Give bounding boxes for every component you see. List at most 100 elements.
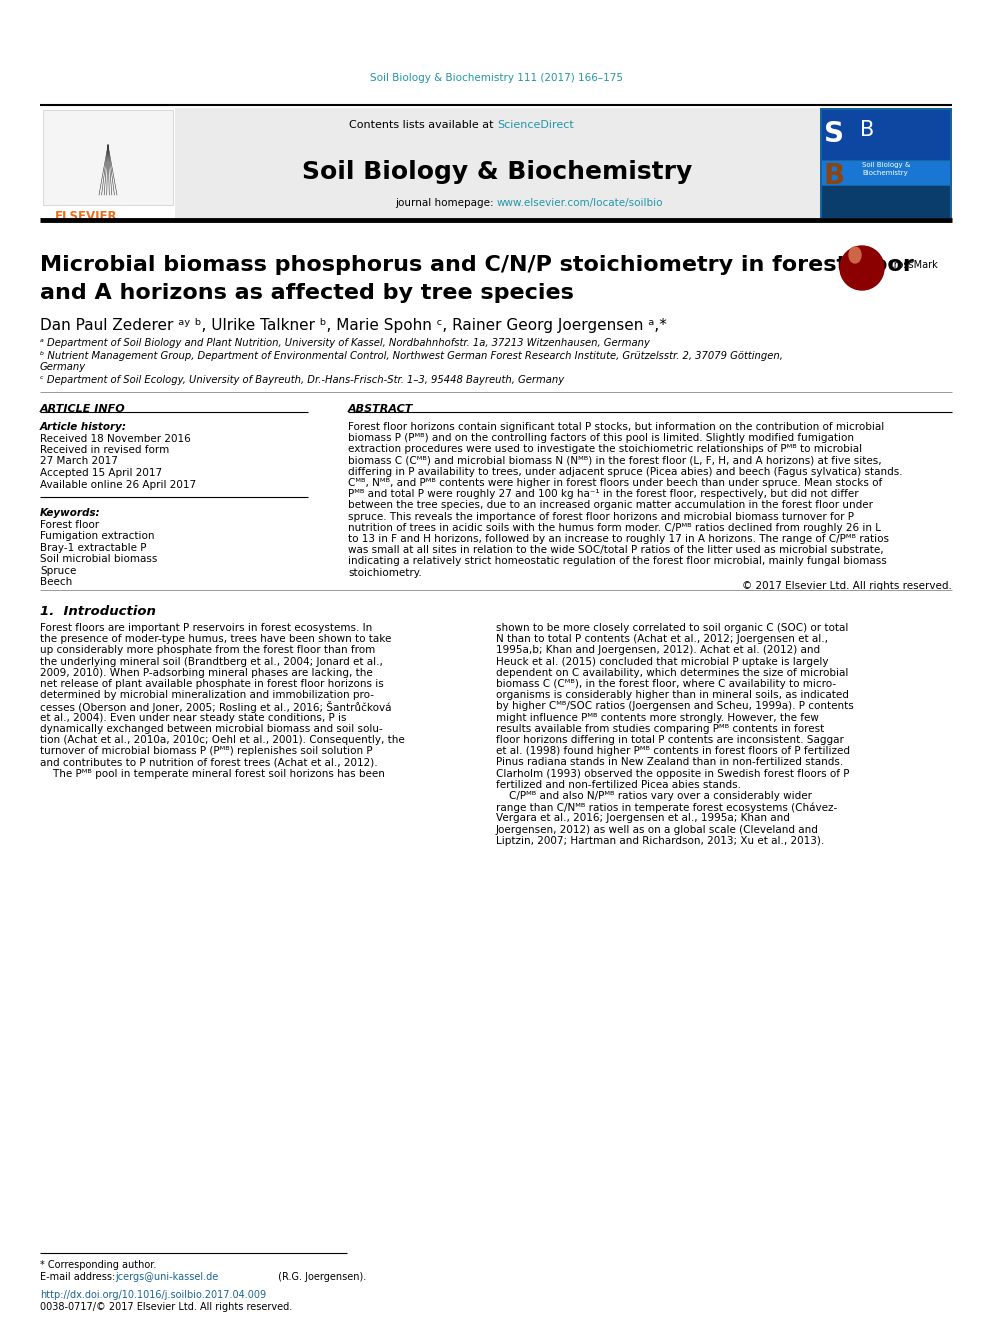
Text: cesses (Oberson and Joner, 2005; Rosling et al., 2016; Šantrůčková: cesses (Oberson and Joner, 2005; Rosling…: [40, 701, 392, 713]
Text: Pinus radiana stands in New Zealand than in non-fertilized stands.: Pinus radiana stands in New Zealand than…: [496, 757, 843, 767]
Bar: [40, 108, 952, 218]
Text: shown to be more closely correlated to soil organic C (SOC) or total: shown to be more closely correlated to s…: [496, 623, 848, 632]
Text: B: B: [860, 120, 874, 140]
Text: and contributes to P nutrition of forest trees (Achat et al., 2012).: and contributes to P nutrition of forest…: [40, 757, 378, 767]
Text: 0038-0717/© 2017 Elsevier Ltd. All rights reserved.: 0038-0717/© 2017 Elsevier Ltd. All right…: [40, 1302, 293, 1312]
Text: floor horizons differing in total P contents are inconsistent. Saggar: floor horizons differing in total P cont…: [496, 736, 844, 745]
Text: journal homepage:: journal homepage:: [395, 198, 497, 208]
Text: Contents lists available at: Contents lists available at: [349, 120, 497, 130]
Text: CrossMark: CrossMark: [888, 261, 938, 270]
Text: Cᴹᴮ, Nᴹᴮ, and Pᴹᴮ contents were higher in forest floors under beech than under s: Cᴹᴮ, Nᴹᴮ, and Pᴹᴮ contents were higher i…: [348, 478, 882, 488]
Text: Keywords:: Keywords:: [40, 508, 100, 519]
Bar: [822, 110, 950, 160]
Text: http://dx.doi.org/10.1016/j.soilbio.2017.04.009: http://dx.doi.org/10.1016/j.soilbio.2017…: [40, 1290, 266, 1301]
Text: ELSEVIER: ELSEVIER: [55, 210, 118, 224]
Text: to 13 in F and H horizons, followed by an increase to roughly 17 in A horizons. : to 13 in F and H horizons, followed by a…: [348, 534, 889, 544]
Text: between the tree species, due to an increased organic matter accumulation in the: between the tree species, due to an incr…: [348, 500, 873, 511]
Text: Dan Paul Zederer ᵃʸ ᵇ, Ulrike Talkner ᵇ, Marie Spohn ᶜ, Rainer Georg Joergensen : Dan Paul Zederer ᵃʸ ᵇ, Ulrike Talkner ᵇ,…: [40, 318, 667, 333]
Text: biomass P (Pᴹᴮ) and on the controlling factors of this pool is limited. Slightly: biomass P (Pᴹᴮ) and on the controlling f…: [348, 433, 854, 443]
Text: Germany: Germany: [40, 363, 86, 372]
Text: might influence Pᴹᴮ contents more strongly. However, the few: might influence Pᴹᴮ contents more strong…: [496, 713, 818, 722]
Text: range than C/Nᴹᴮ ratios in temperate forest ecosystems (Chávez-: range than C/Nᴹᴮ ratios in temperate for…: [496, 802, 837, 812]
Text: Biochemistry: Biochemistry: [862, 169, 908, 176]
Text: ᵇ Nutrient Management Group, Department of Environmental Control, Northwest Germ: ᵇ Nutrient Management Group, Department …: [40, 351, 783, 361]
Text: Article history:: Article history:: [40, 422, 127, 433]
Text: E-mail address:: E-mail address:: [40, 1271, 118, 1282]
Text: Soil Biology &: Soil Biology &: [862, 161, 911, 168]
Text: jcergs@uni-kassel.de: jcergs@uni-kassel.de: [115, 1271, 218, 1282]
Text: Beech: Beech: [40, 577, 72, 587]
Text: 2009, 2010). When P-adsorbing mineral phases are lacking, the: 2009, 2010). When P-adsorbing mineral ph…: [40, 668, 373, 677]
Text: turnover of microbial biomass P (Pᴹᴮ) replenishes soil solution P: turnover of microbial biomass P (Pᴹᴮ) re…: [40, 746, 373, 757]
Text: dependent on C availability, which determines the size of microbial: dependent on C availability, which deter…: [496, 668, 848, 677]
Bar: [822, 161, 950, 185]
Text: * Corresponding author.: * Corresponding author.: [40, 1259, 157, 1270]
Text: ScienceDirect: ScienceDirect: [497, 120, 573, 130]
Text: the underlying mineral soil (Brandtberg et al., 2004; Jonard et al.,: the underlying mineral soil (Brandtberg …: [40, 656, 383, 667]
Text: up considerably more phosphate from the forest floor than from: up considerably more phosphate from the …: [40, 646, 375, 655]
Bar: [820, 108, 952, 218]
Text: Pᴹᴮ and total P were roughly 27 and 100 kg ha⁻¹ in the forest floor, respectivel: Pᴹᴮ and total P were roughly 27 and 100 …: [348, 490, 859, 499]
Text: Liptzin, 2007; Hartman and Richardson, 2013; Xu et al., 2013).: Liptzin, 2007; Hartman and Richardson, 2…: [496, 836, 824, 845]
Text: B: B: [824, 161, 845, 191]
Text: Forest floors are important P reservoirs in forest ecosystems. In: Forest floors are important P reservoirs…: [40, 623, 372, 632]
Text: was small at all sites in relation to the wide SOC/total P ratios of the litter : was small at all sites in relation to th…: [348, 545, 884, 556]
Text: 1995a,b; Khan and Joergensen, 2012). Achat et al. (2012) and: 1995a,b; Khan and Joergensen, 2012). Ach…: [496, 646, 820, 655]
Text: Microbial biomass phosphorus and C/N/P stoichiometry in forest floor: Microbial biomass phosphorus and C/N/P s…: [40, 255, 914, 275]
Text: differing in P availability to trees, under adjacent spruce (Picea abies) and be: differing in P availability to trees, un…: [348, 467, 903, 476]
Text: Received in revised form: Received in revised form: [40, 445, 170, 455]
Text: The Pᴹᴮ pool in temperate mineral forest soil horizons has been: The Pᴹᴮ pool in temperate mineral forest…: [40, 769, 385, 779]
Text: N than to total P contents (Achat et al., 2012; Joergensen et al.,: N than to total P contents (Achat et al.…: [496, 634, 828, 644]
Text: indicating a relatively strict homeostatic regulation of the forest floor microb: indicating a relatively strict homeostat…: [348, 557, 887, 566]
Text: Spruce: Spruce: [40, 566, 76, 576]
Text: ARTICLE INFO: ARTICLE INFO: [40, 404, 126, 414]
Text: S: S: [824, 120, 844, 148]
Text: Forest floor: Forest floor: [40, 520, 99, 529]
Text: www.elsevier.com/locate/soilbio: www.elsevier.com/locate/soilbio: [497, 198, 664, 208]
Text: the presence of moder-type humus, trees have been shown to take: the presence of moder-type humus, trees …: [40, 634, 392, 644]
Text: ᶜ Department of Soil Ecology, University of Bayreuth, Dr.-Hans-Frisch-Str. 1–3, : ᶜ Department of Soil Ecology, University…: [40, 374, 564, 385]
Text: 27 March 2017: 27 March 2017: [40, 456, 118, 467]
Text: tion (Achat et al., 2010a, 2010c; Oehl et al., 2001). Consequently, the: tion (Achat et al., 2010a, 2010c; Oehl e…: [40, 736, 405, 745]
Text: 1.  Introduction: 1. Introduction: [40, 605, 156, 618]
Text: net release of plant available phosphate in forest floor horizons is: net release of plant available phosphate…: [40, 679, 384, 689]
Text: Joergensen, 2012) as well as on a global scale (Cleveland and: Joergensen, 2012) as well as on a global…: [496, 824, 818, 835]
Bar: [40, 108, 175, 218]
Text: et al., 2004). Even under near steady state conditions, P is: et al., 2004). Even under near steady st…: [40, 713, 346, 722]
Bar: [43, 110, 173, 205]
Text: Accepted 15 April 2017: Accepted 15 April 2017: [40, 468, 162, 478]
Text: stoichiometry.: stoichiometry.: [348, 568, 422, 578]
Text: (R.G. Joergensen).: (R.G. Joergensen).: [275, 1271, 366, 1282]
Text: Received 18 November 2016: Received 18 November 2016: [40, 434, 190, 443]
Text: organisms is considerably higher than in mineral soils, as indicated: organisms is considerably higher than in…: [496, 691, 849, 700]
Text: dynamically exchanged between microbial biomass and soil solu-: dynamically exchanged between microbial …: [40, 724, 383, 734]
Text: Fumigation extraction: Fumigation extraction: [40, 532, 155, 541]
Text: Available online 26 April 2017: Available online 26 April 2017: [40, 479, 196, 490]
Text: et al. (1998) found higher Pᴹᴮ contents in forest floors of P fertilized: et al. (1998) found higher Pᴹᴮ contents …: [496, 746, 850, 757]
Text: Forest floor horizons contain significant total P stocks, but information on the: Forest floor horizons contain significan…: [348, 422, 884, 433]
Ellipse shape: [849, 247, 861, 263]
Text: Soil microbial biomass: Soil microbial biomass: [40, 554, 158, 564]
Bar: [822, 187, 950, 218]
Text: results available from studies comparing Pᴹᴮ contents in forest: results available from studies comparing…: [496, 724, 824, 734]
Text: Clarholm (1993) observed the opposite in Swedish forest floors of P: Clarholm (1993) observed the opposite in…: [496, 769, 849, 779]
Text: by higher Cᴹᴮ/SOC ratios (Joergensen and Scheu, 1999a). P contents: by higher Cᴹᴮ/SOC ratios (Joergensen and…: [496, 701, 854, 712]
Text: Soil Biology & Biochemistry 111 (2017) 166–175: Soil Biology & Biochemistry 111 (2017) 1…: [369, 73, 623, 83]
Text: ᵃ Department of Soil Biology and Plant Nutrition, University of Kassel, Nordbahn: ᵃ Department of Soil Biology and Plant N…: [40, 337, 650, 348]
Text: Soil Biology & Biochemistry: Soil Biology & Biochemistry: [302, 160, 692, 184]
Text: © 2017 Elsevier Ltd. All rights reserved.: © 2017 Elsevier Ltd. All rights reserved…: [742, 581, 952, 591]
Text: C/Pᴹᴮ and also N/Pᴹᴮ ratios vary over a considerably wider: C/Pᴹᴮ and also N/Pᴹᴮ ratios vary over a …: [496, 791, 812, 800]
Text: Vergara et al., 2016; Joergensen et al., 1995a; Khan and: Vergara et al., 2016; Joergensen et al.,…: [496, 814, 790, 823]
Text: nutrition of trees in acidic soils with the humus form moder. C/Pᴹᴮ ratios decli: nutrition of trees in acidic soils with …: [348, 523, 881, 533]
Text: Heuck et al. (2015) concluded that microbial P uptake is largely: Heuck et al. (2015) concluded that micro…: [496, 656, 828, 667]
Text: Bray-1 extractable P: Bray-1 extractable P: [40, 542, 147, 553]
Text: extraction procedures were used to investigate the stoichiometric relationships : extraction procedures were used to inves…: [348, 445, 862, 454]
Circle shape: [840, 246, 884, 290]
Text: ABSTRACT: ABSTRACT: [348, 404, 414, 414]
Text: biomass C (Cᴹᴮ) and microbial biomass N (Nᴹᴮ) in the forest floor (L, F, H, and : biomass C (Cᴹᴮ) and microbial biomass N …: [348, 455, 882, 466]
Text: fertilized and non-fertilized Picea abies stands.: fertilized and non-fertilized Picea abie…: [496, 779, 741, 790]
Text: spruce. This reveals the importance of forest floor horizons and microbial bioma: spruce. This reveals the importance of f…: [348, 512, 854, 521]
Text: biomass C (Cᴹᴮ), in the forest floor, where C availability to micro-: biomass C (Cᴹᴮ), in the forest floor, wh…: [496, 679, 836, 689]
Text: determined by microbial mineralization and immobilization pro-: determined by microbial mineralization a…: [40, 691, 374, 700]
Text: and A horizons as affected by tree species: and A horizons as affected by tree speci…: [40, 283, 574, 303]
